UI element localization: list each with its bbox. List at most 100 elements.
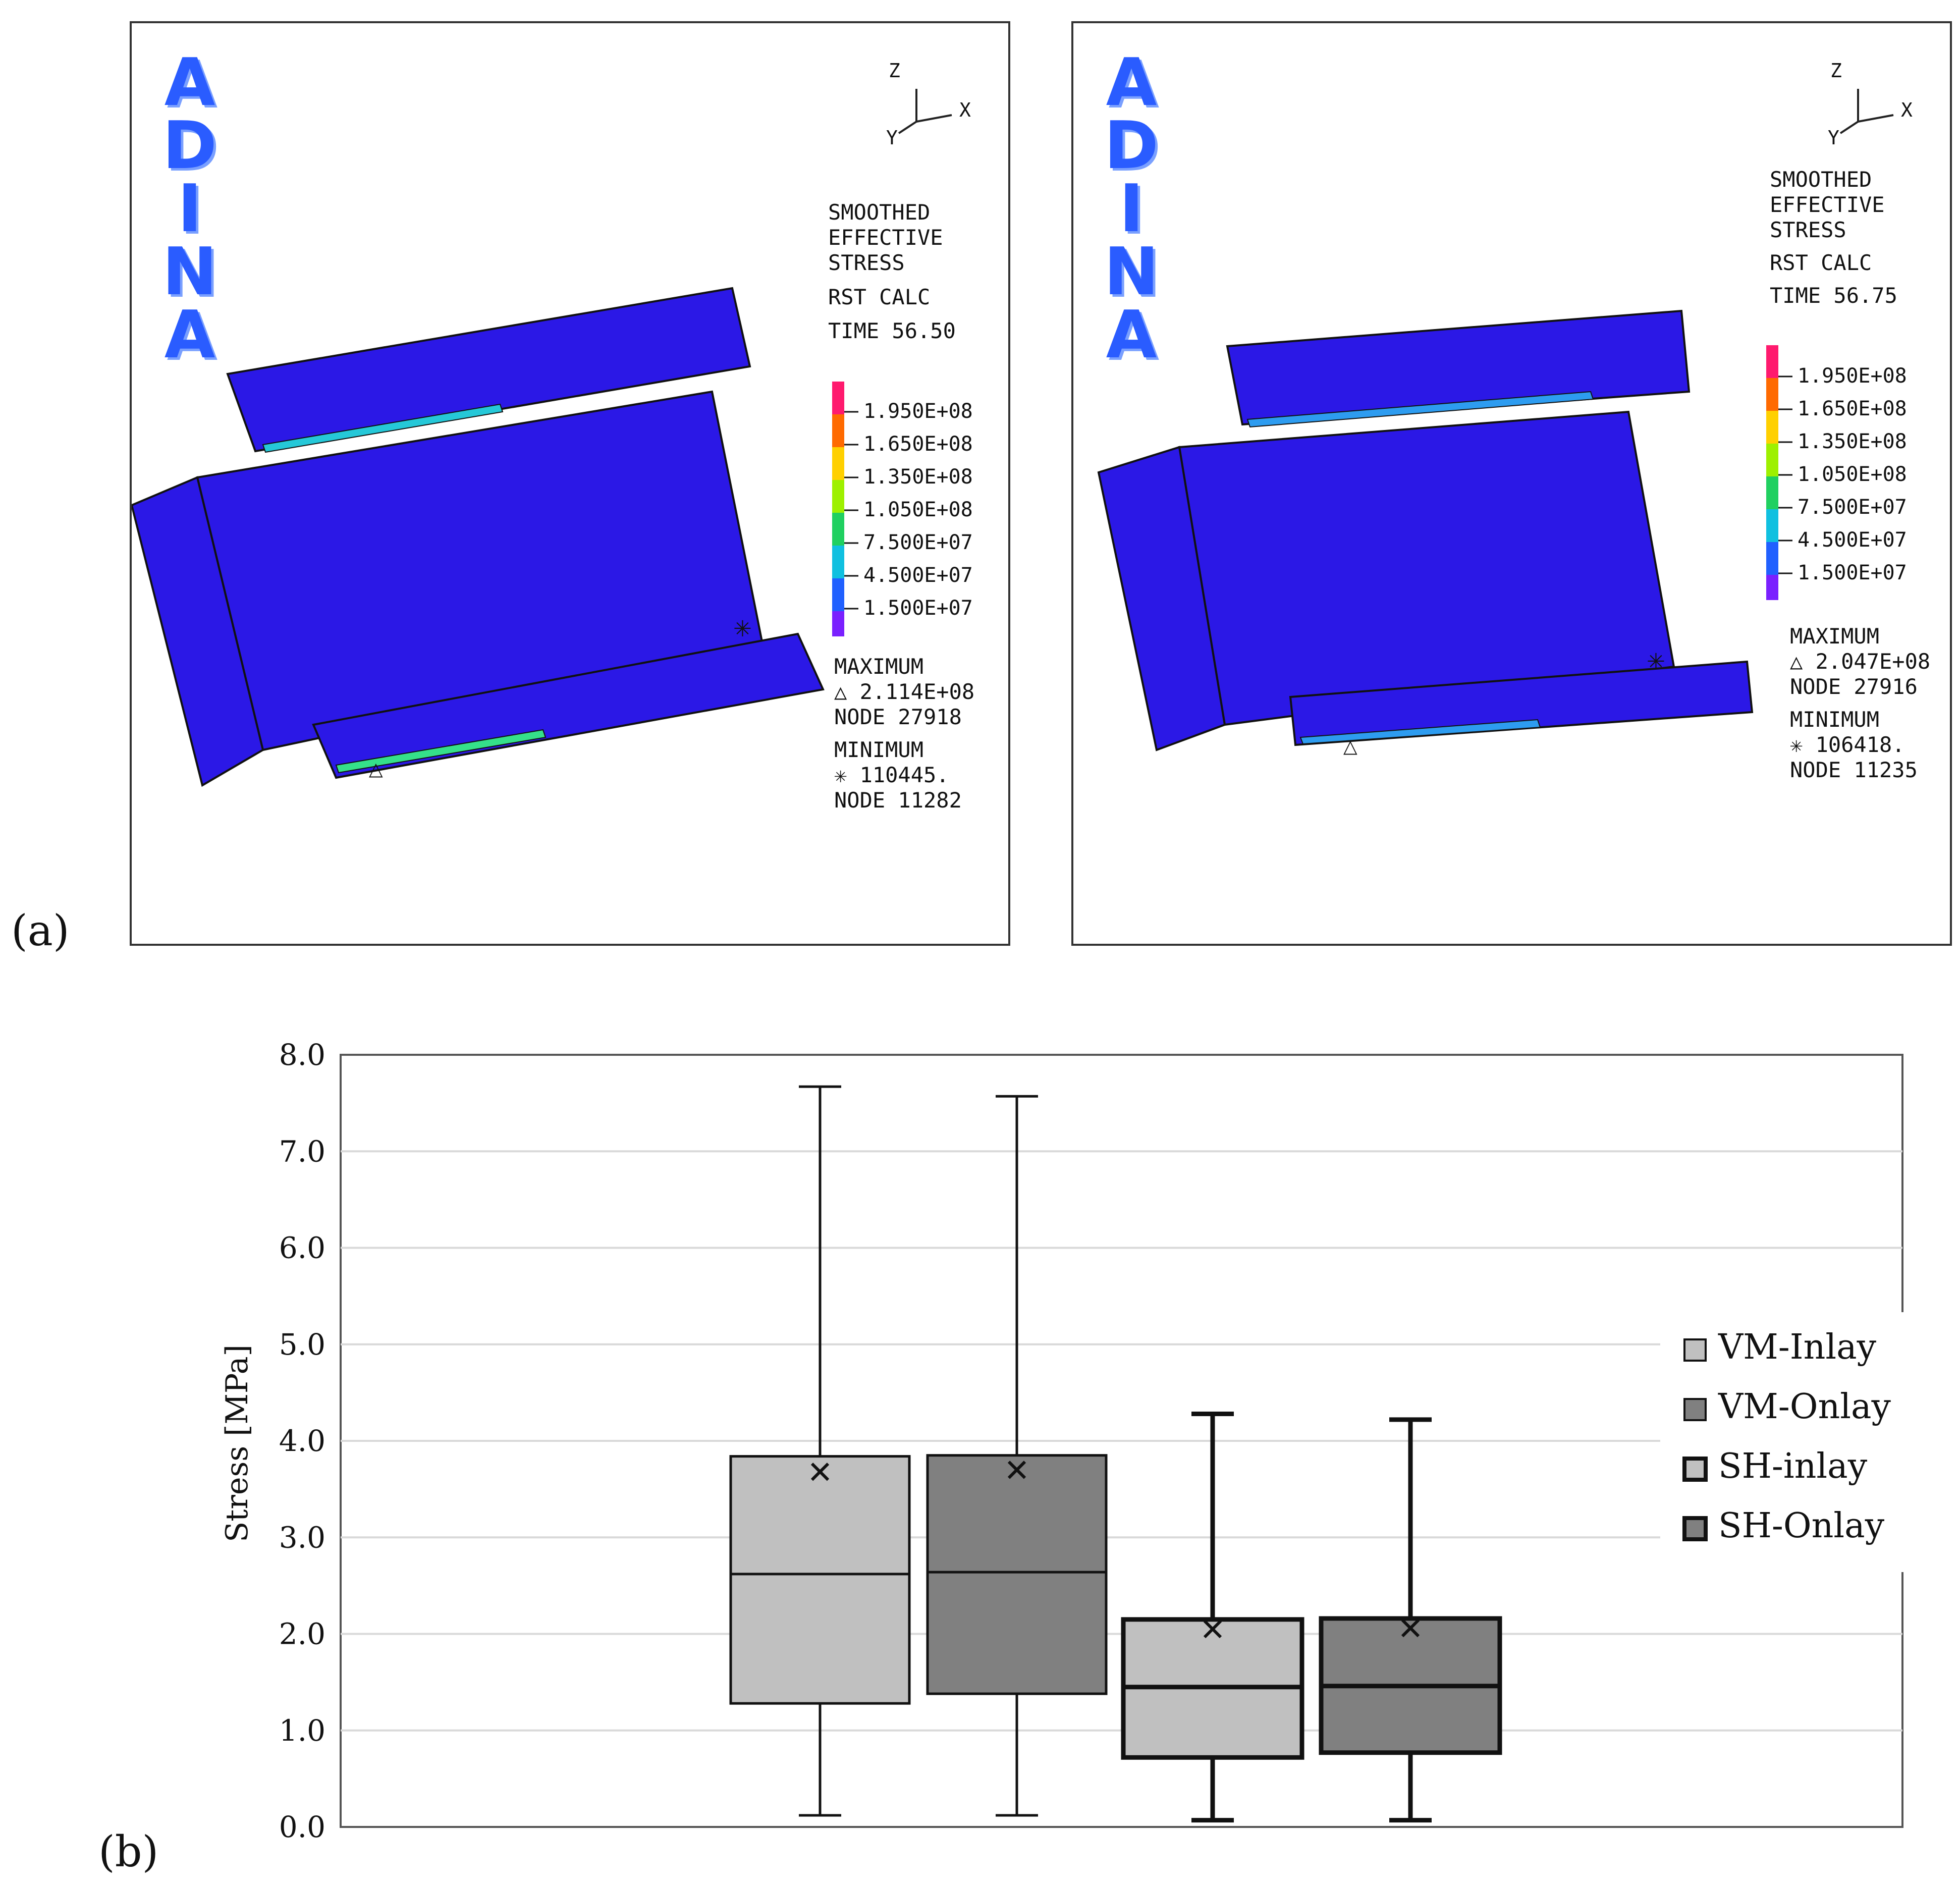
legend-label: SH-Onlay bbox=[1718, 1506, 1885, 1546]
result-calc: RST CALC bbox=[828, 285, 931, 309]
panel-tag-a: (a) bbox=[11, 906, 70, 955]
legend-label: VM-Inlay bbox=[1718, 1327, 1877, 1367]
axis-z-label: Z bbox=[889, 60, 900, 82]
y-tick-label: 2.0 bbox=[279, 1617, 325, 1651]
bottom-plate-stress-band bbox=[335, 729, 547, 774]
y-tick-labels: 0.0 1.0 2.0 3.0 4.0 5.0 6.0 7.0 8.0 bbox=[279, 1038, 325, 1844]
legend-label: VM-Onlay bbox=[1718, 1387, 1891, 1427]
scale-label: 7.500E+07 bbox=[1798, 496, 1907, 519]
adina-letter: A bbox=[164, 296, 215, 373]
maximum-marker-icon: △ bbox=[1343, 736, 1357, 757]
scale-label: 1.350E+08 bbox=[1798, 430, 1907, 453]
fem-panel-right: ✳ △ A D I N A Z Y bbox=[1071, 21, 1952, 946]
adina-letter: D bbox=[162, 107, 217, 184]
color-scale-bar bbox=[832, 382, 858, 636]
legend-swatch bbox=[1682, 1457, 1708, 1482]
legend-label: SH-inlay bbox=[1718, 1446, 1868, 1486]
minimum-marker-icon: ✳ bbox=[733, 616, 752, 642]
maximum-marker-icon: △ bbox=[369, 759, 383, 780]
axis-x-label: X bbox=[1901, 99, 1913, 121]
legend-swatch bbox=[1683, 1398, 1707, 1421]
box-series bbox=[729, 1085, 1502, 1823]
scale-label: 1.650E+08 bbox=[863, 433, 973, 456]
box-vm-inlay bbox=[729, 1085, 911, 1817]
bottom-plate bbox=[312, 632, 825, 779]
y-axis-label: Stress [MPa] bbox=[220, 1344, 255, 1542]
axis-x-label: X bbox=[959, 99, 971, 121]
result-title-line: EFFECTIVE bbox=[1770, 192, 1885, 217]
box-sh-onlay bbox=[1319, 1417, 1502, 1823]
mean-marker bbox=[1401, 1619, 1420, 1638]
result-calc: RST CALC bbox=[1770, 250, 1872, 275]
legend-swatch bbox=[1683, 1338, 1707, 1362]
minimum-value: ✳ 106418. bbox=[1790, 732, 1905, 757]
scale-label: 7.500E+07 bbox=[863, 531, 973, 554]
axis-triad-icon bbox=[898, 89, 952, 134]
scale-label: 1.500E+07 bbox=[1798, 561, 1907, 584]
y-tick-label: 7.0 bbox=[279, 1134, 325, 1168]
top-plate-stress-band bbox=[262, 403, 504, 453]
axis-z-label: Z bbox=[1830, 60, 1842, 82]
fem-model-left: ✳ △ bbox=[132, 89, 952, 787]
maximum-value: △ 2.047E+08 bbox=[1790, 649, 1931, 674]
scale-label: 1.950E+08 bbox=[1798, 364, 1907, 388]
y-tick-label: 6.0 bbox=[279, 1231, 325, 1265]
scale-label: 4.500E+07 bbox=[863, 564, 973, 587]
minimum-label: MINIMUM bbox=[834, 737, 924, 762]
result-title-line: SMOOTHED bbox=[1770, 167, 1872, 192]
time-label: TIME 56.75 bbox=[1770, 283, 1897, 308]
bottom-plate bbox=[1289, 660, 1754, 746]
y-tick-label: 5.0 bbox=[279, 1327, 325, 1362]
box-sh-inlay bbox=[1121, 1411, 1304, 1823]
result-title-line: STRESS bbox=[828, 250, 905, 275]
adina-letter: A bbox=[1106, 296, 1157, 373]
box-iqr bbox=[926, 1454, 1108, 1695]
axis-triad-icon bbox=[1839, 89, 1894, 134]
time-label: TIME 56.50 bbox=[828, 318, 956, 343]
y-tick-label: 4.0 bbox=[279, 1424, 325, 1458]
legend-swatch bbox=[1682, 1516, 1708, 1541]
panel-tag-b: (b) bbox=[98, 1827, 159, 1876]
fem-model-right: ✳ △ bbox=[1097, 89, 1894, 757]
adina-letter: A bbox=[1106, 44, 1157, 121]
result-info: SMOOTHED EFFECTIVE STRESS bbox=[1770, 167, 1885, 243]
minimum-value: ✳ 110445. bbox=[834, 763, 949, 787]
adina-letter: N bbox=[1104, 233, 1159, 310]
mean-marker bbox=[1007, 1461, 1026, 1479]
adina-letter: I bbox=[177, 170, 202, 247]
gridlines bbox=[341, 1150, 1902, 1732]
scale-label: 1.500E+07 bbox=[863, 597, 973, 620]
y-tick-label: 0.0 bbox=[279, 1810, 325, 1844]
adina-logo: A D I N A bbox=[157, 49, 223, 373]
minimum-label: MINIMUM bbox=[1790, 707, 1880, 732]
y-tick-label: 8.0 bbox=[279, 1038, 325, 1072]
scale-label: 4.500E+07 bbox=[1798, 528, 1907, 552]
minimum-marker-icon: ✳ bbox=[1647, 649, 1665, 675]
adina-letter: N bbox=[162, 233, 217, 310]
stress-boxplot: 0.0 1.0 2.0 3.0 4.0 5.0 6.0 7.0 8.0 Stress [MPa]… bbox=[220, 1038, 1905, 1844]
scale-label: 1.650E+08 bbox=[1798, 397, 1907, 420]
maximum-node: NODE 27918 bbox=[834, 705, 962, 729]
side-face bbox=[132, 476, 264, 787]
scale-label: 1.350E+08 bbox=[863, 465, 973, 489]
axis-y-label: Y bbox=[886, 127, 898, 149]
maximum-label: MAXIMUM bbox=[1790, 624, 1880, 649]
fem-panel-left: ✳ △ A D I N A Z bbox=[130, 21, 1010, 946]
side-face bbox=[1097, 446, 1226, 751]
box-vm-onlay bbox=[926, 1095, 1108, 1817]
mean-marker bbox=[810, 1463, 830, 1481]
scale-label: 1.050E+08 bbox=[1798, 463, 1907, 486]
maximum-value: △ 2.114E+08 bbox=[834, 679, 975, 704]
color-scale-bar bbox=[1766, 345, 1792, 600]
adina-letter: I bbox=[1119, 170, 1144, 247]
y-tick-label: 1.0 bbox=[279, 1713, 325, 1748]
adina-letter: D bbox=[1104, 107, 1159, 184]
result-title-line: EFFECTIVE bbox=[828, 225, 943, 250]
maximum-node: NODE 27916 bbox=[1790, 674, 1918, 699]
result-info: SMOOTHED EFFECTIVE STRESS bbox=[828, 200, 943, 276]
bottom-plate-stress-band bbox=[1299, 719, 1541, 745]
minimum-node: NODE 11235 bbox=[1790, 758, 1918, 782]
maximum-label: MAXIMUM bbox=[834, 654, 924, 679]
result-title-line: STRESS bbox=[1770, 218, 1846, 242]
box-iqr bbox=[729, 1455, 911, 1705]
